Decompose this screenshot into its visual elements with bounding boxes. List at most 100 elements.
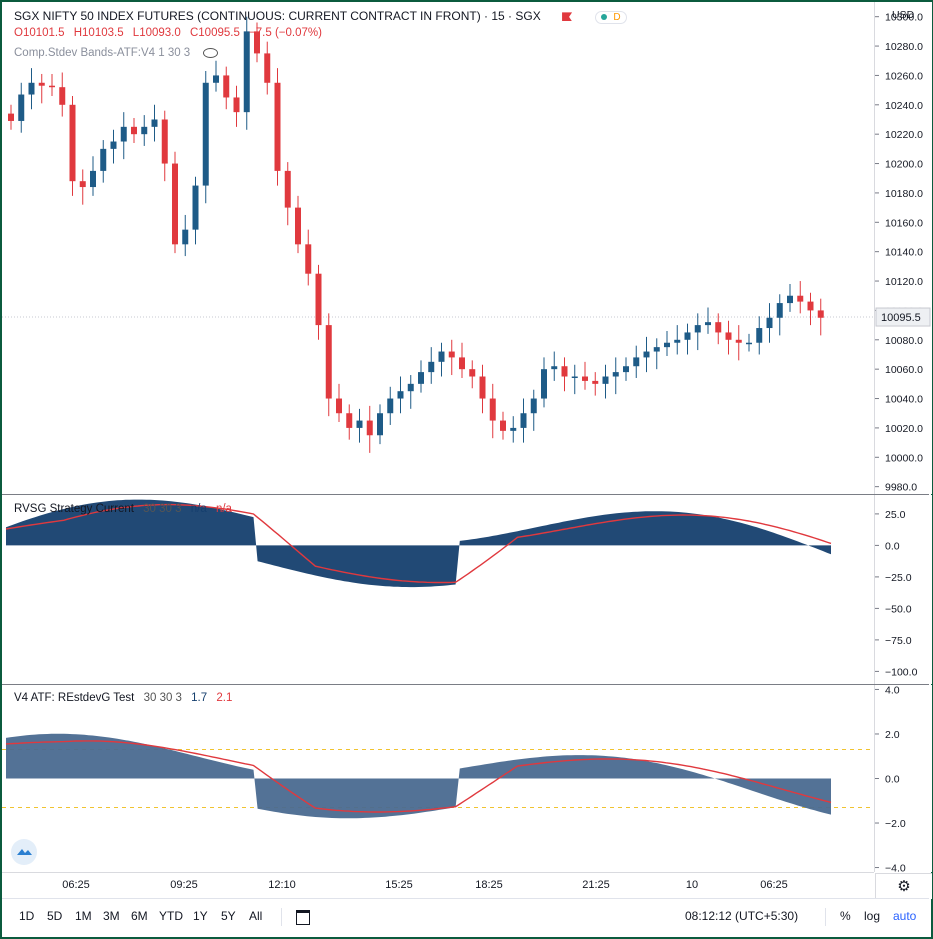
candle — [551, 366, 558, 370]
candle — [151, 119, 158, 127]
candle — [387, 398, 394, 414]
indicator-label: Comp.Stdev Bands-ATF:V4 1 30 3 — [14, 47, 191, 59]
candle — [110, 141, 117, 149]
price-tick-label: 10140.0 — [885, 247, 923, 259]
scale-tick-label: −25.0 — [885, 572, 912, 584]
atf-area-chart[interactable] — [2, 685, 874, 872]
currency-label: USD — [892, 9, 915, 21]
time-axis-label: 10 — [685, 879, 699, 891]
time-axis-label: 21:25 — [582, 879, 610, 891]
low-value: L10093.0 — [132, 27, 181, 39]
rvsg-pane[interactable]: RVSG Strategy Current 30 30 3 n/a n/a — [2, 495, 874, 684]
candle — [725, 332, 732, 340]
scale-tick-label: 4.0 — [885, 685, 900, 696]
candle — [561, 366, 568, 377]
candle — [510, 427, 517, 431]
symbol-title[interactable]: SGX NIFTY 50 INDEX FUTURES (CONTINUOUS: … — [14, 9, 633, 24]
candle — [295, 207, 301, 245]
range-button-1y[interactable]: 1Y — [193, 909, 208, 923]
price-tick-label: 10260.0 — [885, 70, 923, 82]
candle — [530, 398, 537, 414]
range-button-all[interactable]: All — [249, 909, 263, 923]
atf-title: V4 ATF: REstdevG Test — [14, 692, 135, 704]
indicator-legend[interactable]: Comp.Stdev Bands-ATF:V4 1 30 3 — [14, 47, 224, 59]
price-tick-label: 9980.0 — [885, 482, 917, 494]
pane-divider[interactable] — [2, 684, 929, 685]
price-tick-label: 10060.0 — [885, 364, 923, 376]
pane-divider[interactable] — [2, 494, 929, 495]
percent-toggle[interactable]: % — [840, 909, 851, 923]
price-tick-label: 10040.0 — [885, 394, 923, 406]
scale-tick-label: −2.0 — [885, 818, 906, 830]
candle — [571, 376, 578, 379]
signal-line — [5, 503, 832, 584]
time-axis-label: 12:10 — [268, 879, 296, 891]
candle — [69, 104, 76, 182]
candle — [694, 325, 701, 333]
rvsg-title: RVSG Strategy Current — [14, 503, 134, 515]
candlestick-chart[interactable] — [2, 2, 874, 494]
time-axis-label: 06:25 — [62, 879, 90, 891]
candle — [264, 53, 271, 83]
candle — [612, 372, 619, 377]
candle — [377, 413, 383, 436]
candle — [325, 325, 332, 399]
signal-line — [5, 740, 832, 813]
atf-legend[interactable]: V4 ATF: REstdevG Test 30 30 3 1.7 2.1 — [14, 692, 238, 704]
candle — [602, 376, 609, 384]
candle — [776, 303, 783, 318]
flag-icon — [562, 12, 573, 22]
candle — [79, 181, 86, 188]
price-tick-label: 10120.0 — [885, 276, 923, 288]
range-button-5y[interactable]: 5Y — [221, 909, 236, 923]
rvsg-area-chart[interactable] — [2, 495, 874, 684]
candle — [182, 229, 189, 245]
candle — [284, 170, 291, 208]
candle — [141, 126, 148, 135]
atf-pane[interactable]: V4 ATF: REstdevG Test 30 30 3 1.7 2.1 — [2, 685, 874, 872]
scale-tick-label: 2.0 — [885, 729, 900, 741]
last-price-box — [875, 307, 931, 327]
candle — [100, 148, 107, 171]
price-pane[interactable]: SGX NIFTY 50 INDEX FUTURES (CONTINUOUS: … — [2, 2, 874, 494]
range-button-1d[interactable]: 1D — [19, 909, 35, 923]
eye-hidden-icon[interactable] — [203, 47, 219, 58]
candle — [541, 369, 547, 399]
candle — [797, 295, 804, 302]
market-status-icon: D — [595, 11, 627, 24]
range-button-3m[interactable]: 3M — [103, 909, 120, 923]
candle — [448, 351, 455, 358]
range-button-ytd[interactable]: YTD — [159, 909, 183, 923]
candle — [653, 347, 660, 352]
candle — [213, 75, 219, 83]
atf-value-2: 2.1 — [216, 692, 233, 704]
atf-value-1: 1.7 — [191, 692, 208, 704]
candle — [746, 342, 752, 345]
price-scale[interactable]: 10300.0 10280.0 10260.0 10240.0 10220.0 10200… — [874, 2, 932, 494]
candle — [274, 82, 281, 171]
price-tick-label: 10220.0 — [885, 129, 923, 141]
calendar-icon[interactable] — [296, 910, 310, 925]
price-tick-label: 10180.0 — [885, 188, 923, 200]
time-axis-label: 09:25 — [170, 879, 198, 891]
candle — [28, 82, 35, 95]
rvsg-scale[interactable]: 25.0 0.0 −25.0 −50.0 −75.0 −100.0 — [874, 495, 932, 684]
range-button-1m[interactable]: 1M — [75, 909, 92, 923]
time-display[interactable]: 08:12:12 (UTC+5:30) — [685, 909, 799, 923]
auto-toggle[interactable]: auto — [893, 909, 917, 923]
scale-tick-label: 25.0 — [885, 509, 906, 521]
settings-gear-icon[interactable]: ⚙ — [875, 873, 932, 899]
range-button-6m[interactable]: 6M — [131, 909, 148, 923]
range-button-5d[interactable]: 5D — [47, 909, 63, 923]
time-axis[interactable]: 06:25 09:25 12:10 15:25 18:25 21:25 10 06:25 — [2, 872, 874, 899]
candle — [500, 420, 506, 431]
candle — [172, 163, 178, 245]
atf-scale[interactable]: 4.0 2.0 0.0 −2.0 −4.0 — [874, 684, 932, 875]
symbol-title-text: SGX NIFTY 50 INDEX FUTURES (CONTINUOUS: … — [14, 9, 541, 23]
candle — [469, 369, 476, 377]
log-toggle[interactable]: log — [864, 909, 881, 923]
tradingview-logo-icon[interactable] — [11, 839, 37, 865]
candle — [38, 82, 45, 86]
candle — [582, 376, 588, 381]
rvsg-legend[interactable]: RVSG Strategy Current 30 30 3 n/a n/a — [14, 503, 238, 515]
